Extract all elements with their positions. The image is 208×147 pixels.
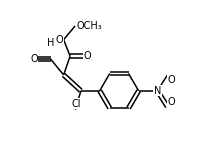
Text: O: O bbox=[167, 75, 175, 85]
Text: O: O bbox=[84, 51, 92, 61]
Text: N: N bbox=[154, 86, 161, 96]
Text: OCH₃: OCH₃ bbox=[77, 21, 102, 31]
Text: H: H bbox=[47, 37, 54, 47]
Text: O: O bbox=[30, 54, 38, 64]
Text: O: O bbox=[167, 97, 175, 107]
Text: Cl: Cl bbox=[71, 99, 81, 109]
Text: O: O bbox=[56, 35, 64, 45]
